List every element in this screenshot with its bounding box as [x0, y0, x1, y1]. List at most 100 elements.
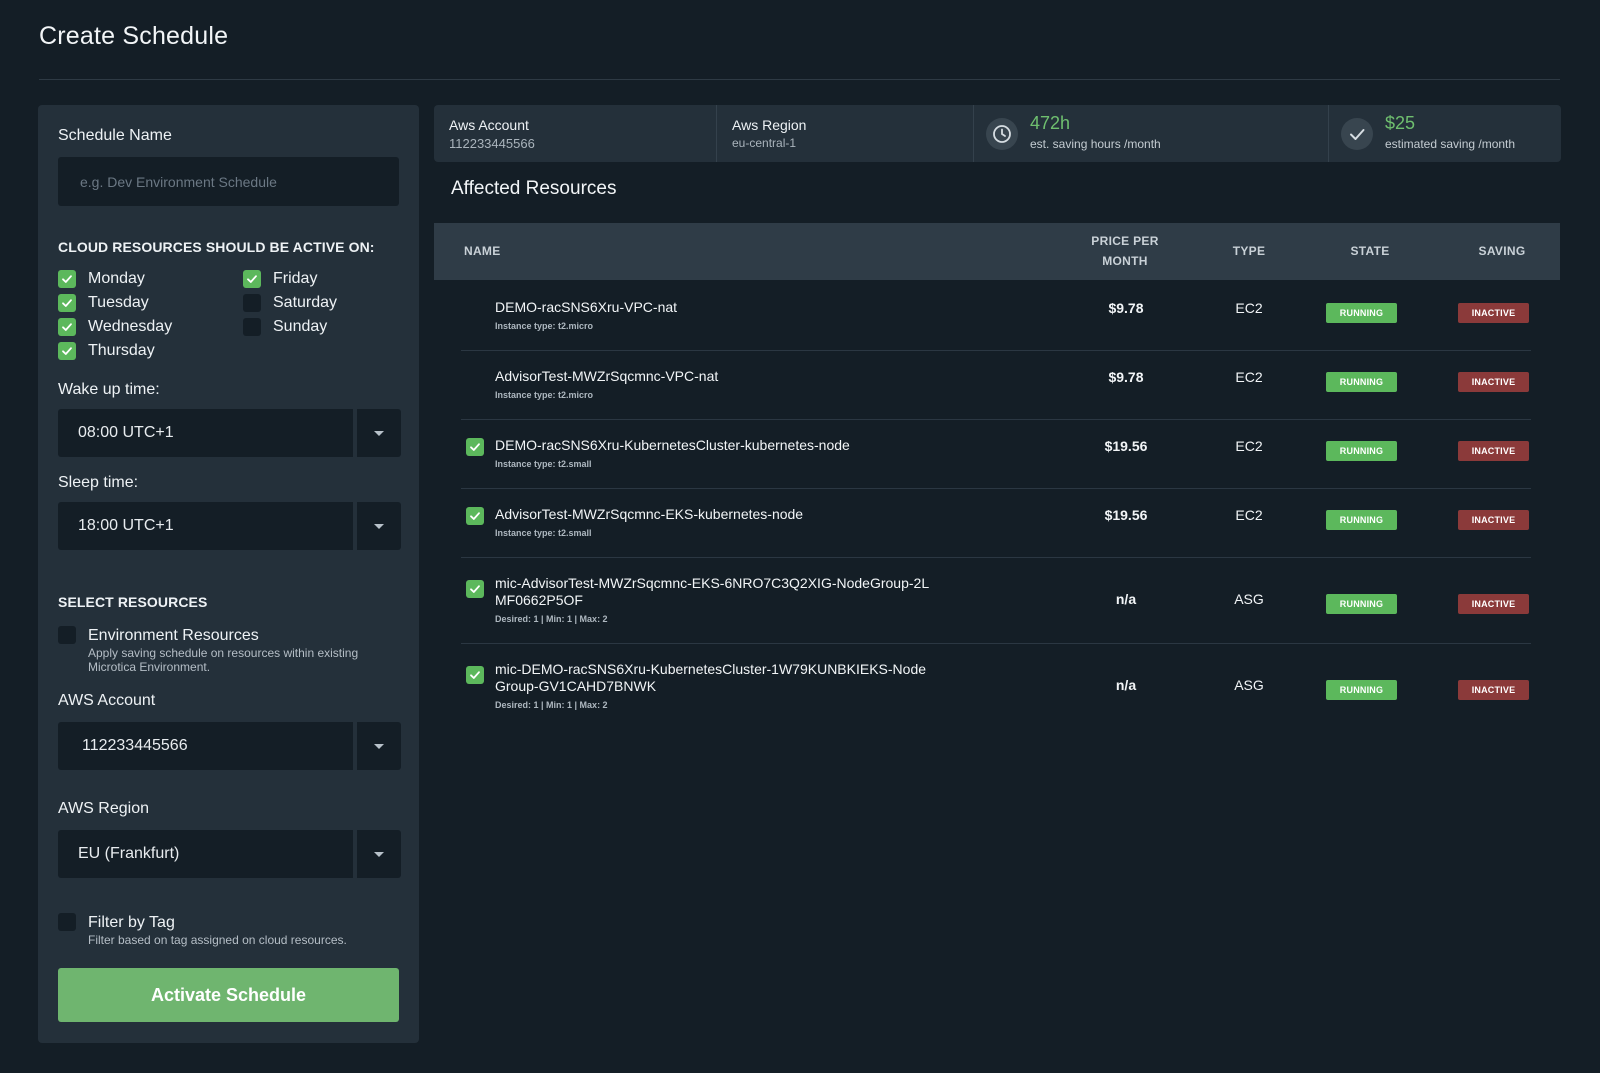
- aws-region-dropdown-button[interactable]: [357, 830, 401, 878]
- summary-aws-region: Aws Region eu-central-1: [717, 105, 974, 162]
- summary-estimated-saving: $25 estimated saving /month: [1329, 105, 1561, 162]
- sleep-value: 18:00 UTC+1: [58, 502, 353, 550]
- row-checkbox[interactable]: [466, 580, 484, 598]
- aws-region-value: EU (Frankfurt): [58, 830, 353, 878]
- wake-up-value: 08:00 UTC+1: [58, 409, 353, 457]
- day-option-friday[interactable]: Friday: [243, 270, 317, 288]
- schedule-name-label: Schedule Name: [58, 127, 172, 144]
- day-checkbox[interactable]: [58, 342, 76, 360]
- state-badge: RUNNING: [1326, 594, 1397, 614]
- resource-name: AdvisorTest-MWZrSqcmnc-EKS-kubernetes-no…: [495, 506, 804, 522]
- day-checkbox[interactable]: [243, 294, 261, 312]
- activate-schedule-button[interactable]: Activate Schedule: [58, 968, 399, 1022]
- resource-detail: Instance type: t2.small: [495, 459, 592, 469]
- day-checkbox[interactable]: [243, 318, 261, 336]
- summary-region-label: Aws Region: [732, 117, 807, 133]
- day-label: Monday: [88, 270, 145, 287]
- filter-by-tag-option[interactable]: Filter by Tag Filter based on tag assign…: [58, 913, 368, 947]
- resource-detail: Instance type: t2.micro: [495, 321, 594, 331]
- aws-region-label: AWS Region: [58, 800, 149, 817]
- state-badge: RUNNING: [1326, 372, 1397, 392]
- day-option-wednesday[interactable]: Wednesday: [58, 318, 172, 336]
- column-header-saving: SAVING: [1478, 244, 1526, 258]
- wake-up-select[interactable]: 08:00 UTC+1: [58, 409, 401, 457]
- column-header-price: PRICE PER MONTH: [1085, 231, 1165, 271]
- summary-region-value: eu-central-1: [732, 136, 797, 150]
- environment-resources-desc: Apply saving schedule on resources withi…: [88, 646, 359, 674]
- day-option-saturday[interactable]: Saturday: [243, 294, 337, 312]
- day-checkbox[interactable]: [58, 270, 76, 288]
- day-checkbox[interactable]: [243, 270, 261, 288]
- row-checkbox[interactable]: [466, 300, 484, 318]
- row-checkbox[interactable]: [466, 507, 484, 525]
- schedule-name-input[interactable]: [58, 157, 399, 206]
- wake-up-label: Wake up time:: [58, 381, 160, 398]
- chevron-down-icon: [374, 851, 384, 857]
- price-cell: $9.78: [1108, 300, 1144, 316]
- summary-aws-account: Aws Account 112233445566: [434, 105, 717, 162]
- saving-badge: INACTIVE: [1458, 441, 1529, 461]
- select-resources-heading: SELECT RESOURCES: [58, 594, 208, 610]
- row-checkbox[interactable]: [466, 369, 484, 387]
- sleep-label: Sleep time:: [58, 474, 139, 491]
- saving-badge: INACTIVE: [1458, 680, 1529, 700]
- price-cell: $9.78: [1108, 369, 1144, 385]
- day-checkbox[interactable]: [58, 318, 76, 336]
- resource-detail: Instance type: t2.small: [495, 528, 592, 538]
- day-option-sunday[interactable]: Sunday: [243, 318, 327, 336]
- filter-by-tag-checkbox[interactable]: [58, 913, 76, 931]
- day-option-thursday[interactable]: Thursday: [58, 342, 155, 360]
- title-divider: [39, 79, 1560, 80]
- day-label: Friday: [273, 270, 318, 287]
- state-badge: RUNNING: [1326, 441, 1397, 461]
- row-checkbox[interactable]: [466, 438, 484, 456]
- table-row[interactable]: AdvisorTest-MWZrSqcmnc-EKS-kubernetes-no…: [461, 489, 1531, 558]
- aws-account-label: AWS Account: [58, 692, 156, 709]
- price-cell: $19.56: [1104, 507, 1148, 523]
- aws-account-dropdown-button[interactable]: [357, 722, 401, 770]
- day-option-monday[interactable]: Monday: [58, 270, 145, 288]
- table-row[interactable]: mic-DEMO-racSNS6Xru-KubernetesCluster-1W…: [461, 644, 1531, 730]
- aws-account-select[interactable]: 112233445566: [58, 722, 401, 770]
- day-checkbox[interactable]: [58, 294, 76, 312]
- day-label: Tuesday: [88, 294, 149, 311]
- table-row[interactable]: DEMO-racSNS6Xru-VPC-nat Instance type: t2…: [461, 282, 1531, 351]
- day-label: Wednesday: [88, 318, 173, 335]
- summary-saving-hours: 472h est. saving hours /month: [974, 105, 1329, 162]
- environment-resources-title: Environment Resources: [88, 627, 259, 644]
- saving-badge: INACTIVE: [1458, 510, 1529, 530]
- sleep-dropdown-button[interactable]: [357, 502, 401, 550]
- saving-badge: INACTIVE: [1458, 372, 1529, 392]
- summary-account-label: Aws Account: [449, 117, 529, 133]
- summary-bar: Aws Account 112233445566 Aws Region eu-c…: [434, 105, 1561, 162]
- price-cell: $19.56: [1104, 438, 1148, 454]
- state-badge: RUNNING: [1326, 680, 1397, 700]
- clock-icon: [986, 118, 1018, 150]
- column-header-state: STATE: [1350, 244, 1390, 258]
- state-badge: RUNNING: [1326, 303, 1397, 323]
- day-option-tuesday[interactable]: Tuesday: [58, 294, 149, 312]
- day-label: Sunday: [273, 318, 328, 335]
- saving-badge: INACTIVE: [1458, 594, 1529, 614]
- table-row[interactable]: mic-AdvisorTest-MWZrSqcmnc-EKS-6NRO7C3Q2…: [461, 558, 1531, 644]
- row-checkbox[interactable]: [466, 666, 484, 684]
- filter-by-tag-title: Filter by Tag: [88, 914, 175, 931]
- estimated-saving-value: $25: [1385, 113, 1416, 133]
- resource-name: mic-AdvisorTest-MWZrSqcmnc-EKS-6NRO7C3Q2…: [495, 575, 930, 608]
- page-title: Create Schedule: [39, 22, 229, 50]
- aws-region-select[interactable]: EU (Frankfurt): [58, 830, 401, 878]
- sleep-select[interactable]: 18:00 UTC+1: [58, 502, 401, 550]
- day-label: Saturday: [273, 294, 338, 311]
- wake-up-dropdown-button[interactable]: [357, 409, 401, 457]
- resource-name: DEMO-racSNS6Xru-KubernetesCluster-kubern…: [495, 437, 850, 453]
- table-row[interactable]: AdvisorTest-MWZrSqcmnc-VPC-nat Instance t…: [461, 351, 1531, 420]
- table-row[interactable]: DEMO-racSNS6Xru-KubernetesCluster-kubern…: [461, 420, 1531, 489]
- resource-detail: Instance type: t2.micro: [495, 390, 594, 400]
- filter-by-tag-desc: Filter based on tag assigned on cloud re…: [88, 933, 347, 947]
- resource-name: mic-DEMO-racSNS6Xru-KubernetesCluster-1W…: [495, 661, 927, 694]
- type-cell: ASG: [1234, 591, 1264, 607]
- environment-resources-option[interactable]: Environment Resources Apply saving sched…: [58, 626, 368, 674]
- environment-resources-checkbox[interactable]: [58, 626, 76, 644]
- saving-hours-value: 472h: [1030, 113, 1071, 133]
- resource-name: AdvisorTest-MWZrSqcmnc-VPC-nat: [495, 368, 719, 384]
